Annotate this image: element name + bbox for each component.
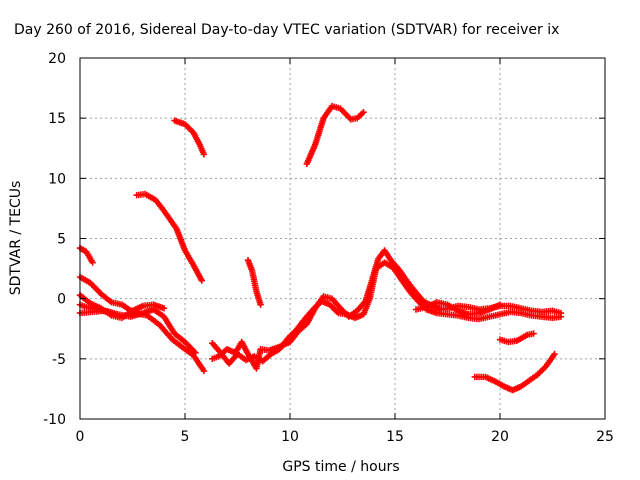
data-track (244, 257, 264, 308)
data-track (209, 259, 565, 367)
data-point (104, 308, 111, 316)
data-track (303, 102, 367, 168)
data-track (133, 190, 205, 284)
x-tick-label: 5 (181, 429, 190, 445)
x-axis: 0 5 10 15 20 25 (76, 58, 614, 445)
x-tick-label: 20 (491, 429, 509, 445)
data-point (496, 301, 504, 308)
data-point (191, 348, 198, 355)
data-track (412, 299, 504, 318)
data-point (160, 305, 168, 312)
data-point (360, 109, 367, 116)
data-point (557, 313, 565, 320)
data-track (471, 350, 558, 394)
y-tick-label: 0 (57, 292, 66, 308)
y-tick-label: -10 (43, 412, 66, 428)
x-axis-label: GPS time / hours (282, 459, 399, 475)
data-point (200, 151, 208, 158)
y-tick-label: 10 (48, 171, 66, 187)
data-point (192, 349, 199, 356)
y-axis-label: SDTVAR / TECUs (8, 181, 24, 296)
data-points (76, 102, 565, 394)
x-tick-label: 0 (76, 429, 85, 445)
data-track (496, 330, 537, 346)
y-tick-label: 20 (48, 51, 66, 67)
x-tick-label: 25 (596, 429, 614, 445)
y-tick-label: -5 (52, 352, 66, 368)
data-point (530, 330, 537, 337)
y-tick-label: 15 (48, 111, 66, 127)
data-point (200, 367, 208, 375)
data-point (551, 350, 558, 358)
data-point (89, 259, 96, 266)
grid-lines (80, 58, 605, 419)
y-tick-label: 5 (57, 232, 66, 248)
y-axis: -10 -5 0 5 10 15 20 (43, 51, 605, 428)
chart-title: Day 260 of 2016, Sidereal Day-to-day VTE… (14, 22, 559, 38)
x-tick-label: 15 (386, 429, 404, 445)
data-track (171, 117, 208, 158)
data-point (257, 301, 264, 308)
x-tick-label: 10 (281, 429, 299, 445)
data-point (198, 277, 205, 284)
